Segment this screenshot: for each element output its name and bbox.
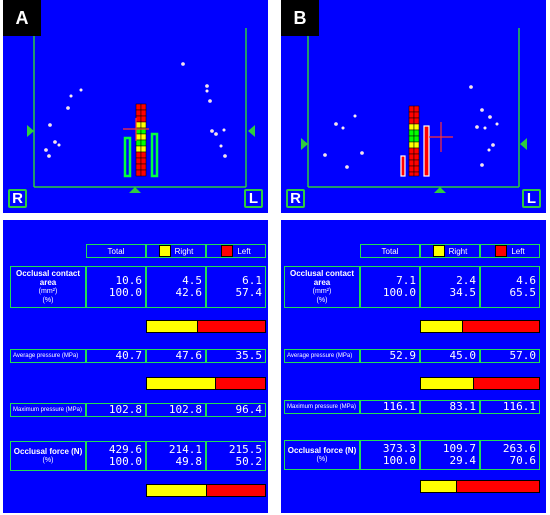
occlusal-map-b: B R L	[281, 0, 546, 213]
force-ratio-bar-a	[146, 484, 266, 497]
avg-ratio-fill-b	[421, 378, 475, 389]
avg-label-a: Average pressure (MPa)	[10, 349, 86, 363]
pressure-column-b	[408, 105, 420, 177]
force-label-b: Occlusal force (N) (%)	[284, 440, 360, 470]
area-left-a: 6.1 57.4	[206, 266, 266, 308]
force-total-a: 429.6 100.0	[86, 441, 146, 471]
panel-a: A R L Total Right Left Occlusal contact …	[3, 0, 268, 515]
header-right-a: Right	[146, 244, 206, 258]
stats-table-b: Total Right Left Occlusal contact area (m…	[281, 220, 546, 513]
force-ratio-fill-b	[421, 481, 457, 492]
left-swatch-icon	[495, 245, 508, 257]
occlusal-map-drawing-a	[27, 28, 255, 193]
avg-right-a: 47.6	[146, 349, 206, 363]
occlusal-map-a: A R L	[3, 0, 268, 213]
avg-ratio-bar-b	[420, 377, 540, 390]
contact-points-a	[44, 62, 227, 158]
force-label-a: Occlusal force (N) (%)	[10, 441, 86, 471]
left-marker-icon	[520, 138, 527, 150]
area-left-b: 4.6 65.5	[480, 266, 540, 308]
side-r-box-b: R	[286, 189, 305, 208]
avg-ratio-bar-a	[146, 377, 266, 390]
stats-table-a: Total Right Left Occlusal contact area (m…	[3, 220, 268, 513]
force-total-b: 373.3 100.0	[360, 440, 420, 470]
force-ratio-bar-b	[420, 480, 540, 493]
avg-total-a: 40.7	[86, 349, 146, 363]
area-ratio-bar-a	[146, 320, 266, 333]
right-marker-icon	[301, 138, 308, 150]
side-l-box-a: L	[244, 189, 263, 208]
right-marker-icon	[27, 125, 34, 137]
max-right-a: 102.8	[146, 403, 206, 417]
header-left-a: Left	[206, 244, 266, 258]
area-total-a: 10.6 100.0	[86, 266, 146, 308]
area-label-a: Occlusal contact area (mm²) (%)	[10, 266, 86, 308]
header-total-b: Total	[360, 244, 420, 258]
area-ratio-fill-b	[421, 321, 463, 332]
max-total-b: 116.1	[360, 400, 420, 414]
panel-label-b: B	[281, 0, 319, 36]
avg-right-b: 45.0	[420, 349, 480, 363]
contact-points-b	[323, 85, 499, 169]
right-swatch-icon	[158, 245, 171, 257]
header-total-a: Total	[86, 244, 146, 258]
area-right-a: 4.5 42.6	[146, 266, 206, 308]
pressure-column-a	[135, 103, 147, 177]
force-right-b: 109.7 29.4	[420, 440, 480, 470]
header-right-b: Right	[420, 244, 480, 258]
side-r-box-a: R	[8, 189, 27, 208]
max-left-b: 116.1	[480, 400, 540, 414]
occlusal-map-drawing-b	[301, 28, 527, 193]
area-label-b: Occlusal contact area (mm²) (%)	[284, 266, 360, 308]
left-marker-icon	[248, 125, 255, 137]
max-label-b: Maximum pressure (MPa)	[284, 400, 360, 414]
max-right-b: 83.1	[420, 400, 480, 414]
center-marker-icon	[434, 187, 446, 193]
left-swatch-icon	[221, 245, 234, 257]
force-left-b: 263.6 70.6	[480, 440, 540, 470]
panel-label-a: A	[3, 0, 41, 36]
max-label-a: Maximum pressure (MPa)	[10, 403, 86, 417]
area-ratio-bar-b	[420, 320, 540, 333]
area-right-b: 2.4 34.5	[420, 266, 480, 308]
right-swatch-icon	[432, 245, 445, 257]
side-l-box-b: L	[522, 189, 541, 208]
avg-ratio-fill-a	[147, 378, 216, 389]
avg-left-b: 57.0	[480, 349, 540, 363]
max-left-a: 96.4	[206, 403, 266, 417]
area-ratio-fill-a	[147, 321, 199, 332]
avg-left-a: 35.5	[206, 349, 266, 363]
force-left-a: 215.5 50.2	[206, 441, 266, 471]
force-ratio-fill-a	[147, 485, 207, 496]
avg-total-b: 52.9	[360, 349, 420, 363]
panel-b: B R L Total Right Left Occlusal contact …	[281, 0, 546, 515]
header-left-b: Left	[480, 244, 540, 258]
avg-label-b: Average pressure (MPa)	[284, 349, 360, 363]
force-right-a: 214.1 49.8	[146, 441, 206, 471]
area-total-b: 7.1 100.0	[360, 266, 420, 308]
max-total-a: 102.8	[86, 403, 146, 417]
center-marker-icon	[129, 187, 141, 193]
